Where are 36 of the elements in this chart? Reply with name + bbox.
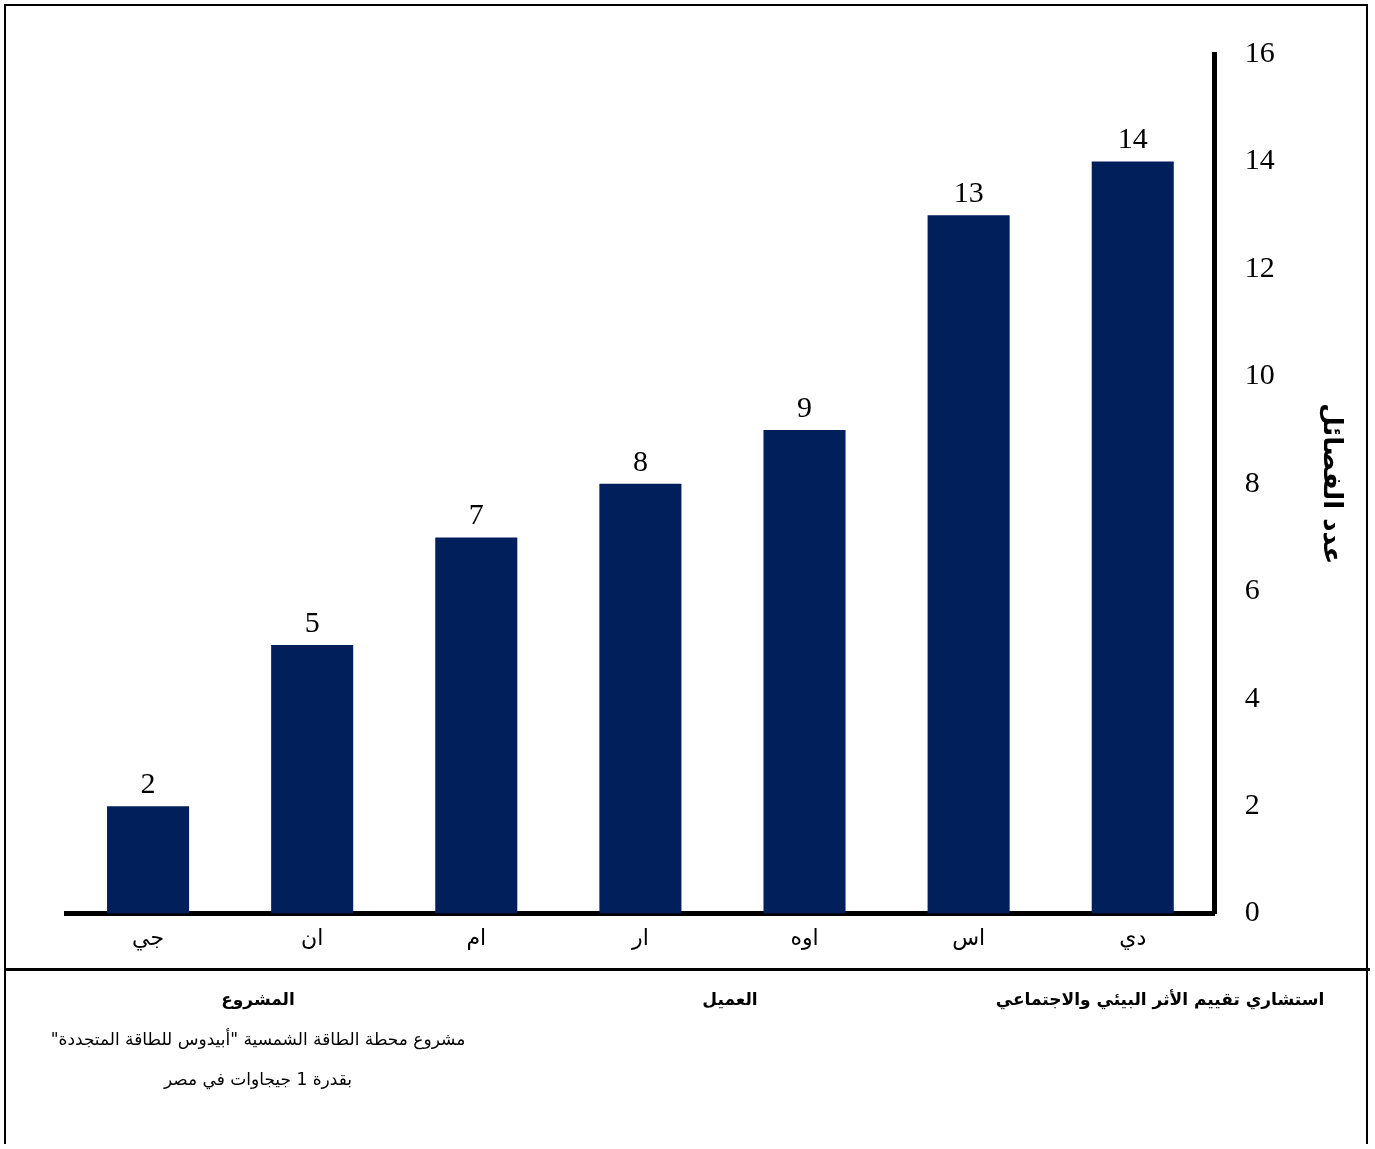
y-tick-label: 14	[1244, 142, 1275, 176]
data-label: 7	[468, 497, 484, 531]
y-tick-label: 8	[1244, 464, 1260, 498]
data-label: 2	[140, 766, 156, 800]
bar	[435, 537, 518, 914]
bar	[763, 430, 846, 914]
x-tick-label: جي	[132, 924, 165, 951]
text: المشروع	[220, 989, 296, 1009]
data-label: 9	[797, 389, 813, 423]
x-tick-label: اس	[952, 924, 986, 951]
y-tick-label: 6	[1244, 572, 1260, 606]
x-tick-label: ام	[466, 924, 487, 950]
y-tick-label: 12	[1244, 249, 1275, 283]
y-tick-label: 2	[1244, 787, 1260, 821]
data-label: 13	[953, 175, 984, 209]
x-tick-label: دي	[1119, 924, 1147, 950]
data-label: 14	[1117, 121, 1148, 155]
bar	[1091, 161, 1174, 914]
y-tick-label: 4	[1244, 679, 1260, 713]
bar	[927, 215, 1010, 914]
text: بقدرة 1 جيجاوات في مصر	[162, 1069, 354, 1089]
y-tick-label: 10	[1244, 357, 1275, 391]
x-tick-label: اوه	[790, 924, 819, 950]
y-tick-label: 16	[1244, 34, 1275, 68]
text: مشروع محطة الطاقة الشمسية "أبيدوس للطاقة المتجددة"	[49, 1029, 467, 1049]
x-tick-label: ان	[301, 924, 324, 950]
x-tick-label: ار	[631, 924, 649, 950]
bar	[599, 483, 682, 914]
y-axis-title: عدد الفصائل	[1317, 403, 1348, 565]
text: العميل	[701, 989, 759, 1009]
bar	[107, 806, 190, 914]
data-label: 5	[304, 604, 320, 638]
bar	[271, 644, 354, 914]
y-tick-label: 0	[1244, 894, 1260, 928]
data-label: 8	[632, 443, 648, 477]
text: استشاري تقييم الأثر البيئي والاجتماعي	[994, 989, 1326, 1009]
